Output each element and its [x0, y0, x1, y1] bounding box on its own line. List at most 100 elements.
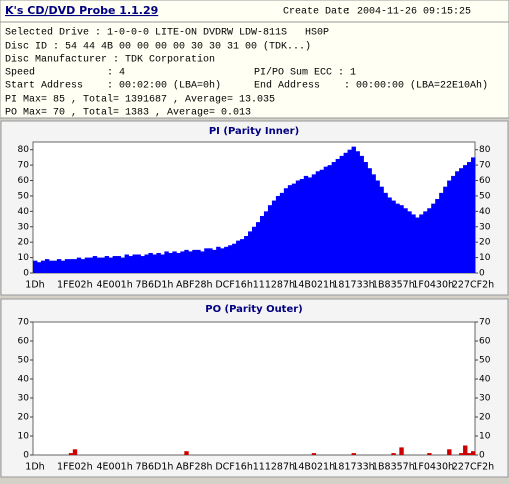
bar — [84, 257, 90, 273]
y-tick-label: 30 — [18, 222, 30, 232]
x-tick-label: 111287h — [253, 462, 295, 473]
bar — [267, 205, 273, 273]
bar — [68, 259, 74, 273]
y-tick-label: 10 — [18, 253, 30, 263]
x-tick-label: DCF16h — [215, 462, 253, 473]
bar — [327, 165, 333, 273]
bar — [200, 251, 205, 273]
bar — [196, 249, 201, 273]
info-line: PI Max= 85 , Total= 1391687 , Average= 1… — [5, 94, 275, 106]
x-tick-label: 111287h — [253, 280, 295, 291]
bar — [64, 259, 70, 273]
bar — [68, 453, 74, 455]
bar — [100, 257, 106, 273]
bar — [236, 240, 241, 273]
bar — [307, 177, 313, 273]
chart-title: PO (Parity Outer) — [205, 304, 303, 315]
x-tick-label: 1FE02h — [57, 280, 93, 291]
bar — [331, 162, 337, 273]
info-line: Disc Manufacturer : TDK Corporation — [5, 54, 215, 66]
bar — [76, 257, 82, 273]
y-tick-label-right: 10 — [479, 253, 491, 263]
y-tick-label-right: 50 — [479, 191, 491, 201]
bar — [259, 215, 265, 273]
bar — [279, 192, 285, 273]
y-tick-label-right: 60 — [479, 176, 491, 186]
bar — [36, 262, 42, 273]
bar — [156, 252, 161, 273]
y-tick-label: 60 — [18, 337, 30, 347]
info-line: Selected Drive : 1-0-0-0 LITE-ON DVDRW L… — [5, 27, 329, 39]
bar — [56, 259, 62, 273]
bar — [291, 183, 297, 273]
bar — [168, 252, 173, 273]
bar — [395, 203, 400, 273]
info-line: PO Max= 70 , Total= 1383 , Average= 0.01… — [5, 107, 251, 119]
bar — [311, 174, 317, 273]
chart-title: PI (Parity Inner) — [209, 126, 299, 137]
bar — [204, 248, 209, 273]
bar — [271, 200, 277, 273]
x-tick-label: 181733h — [332, 280, 374, 291]
x-tick-label: 1Dh — [25, 280, 44, 291]
bar — [351, 453, 356, 455]
bar — [116, 256, 122, 273]
x-tick-label: 4E001h — [97, 462, 133, 473]
app-title: K's CD/DVD Probe 1.1.29 — [5, 4, 158, 17]
bar — [471, 451, 476, 455]
info-panel — [0, 0, 509, 119]
bar — [176, 252, 181, 273]
y-tick-label: 20 — [18, 413, 30, 423]
bar — [132, 254, 137, 273]
bar — [471, 157, 476, 273]
y-tick-label-right: 20 — [479, 238, 491, 248]
bar — [88, 257, 94, 273]
bar — [108, 257, 114, 273]
bar — [48, 260, 54, 273]
x-tick-label: 14B021h — [292, 462, 335, 473]
bar — [359, 155, 364, 273]
y-tick-label-right: 40 — [479, 207, 491, 217]
bar — [40, 260, 46, 273]
bar — [419, 214, 424, 273]
x-tick-label: 7B6D1h — [135, 280, 173, 291]
bar — [299, 178, 305, 273]
y-tick-label: 80 — [18, 145, 30, 155]
y-tick-label: 30 — [18, 394, 30, 404]
bar — [232, 243, 237, 273]
y-tick-label-right: 30 — [479, 222, 491, 232]
x-tick-label: 227CF2h — [452, 462, 494, 473]
x-tick-label: 1B8357h — [372, 280, 415, 291]
y-tick-label-right: 60 — [479, 337, 491, 347]
bar — [415, 217, 420, 273]
bar — [263, 211, 269, 273]
bar — [92, 256, 98, 273]
bar — [387, 197, 392, 273]
bar — [467, 453, 472, 455]
bar — [459, 453, 464, 455]
bar — [283, 188, 289, 273]
x-tick-label: ABF28h — [176, 462, 213, 473]
bar — [212, 249, 217, 273]
bar — [208, 248, 213, 273]
y-tick-label-right: 70 — [479, 161, 491, 171]
y-tick-label: 20 — [18, 238, 30, 248]
bar — [192, 249, 197, 273]
x-tick-label: DCF16h — [215, 280, 253, 291]
bar — [323, 166, 329, 273]
bar — [347, 149, 352, 273]
bar — [152, 254, 157, 273]
bar — [403, 208, 408, 273]
bar — [311, 453, 317, 455]
x-tick-label: ABF28h — [176, 280, 213, 291]
bar — [188, 251, 193, 273]
bar — [160, 254, 165, 273]
x-tick-label: 1Dh — [25, 462, 44, 473]
x-tick-label: 1F0430h — [412, 280, 454, 291]
bar — [216, 246, 221, 273]
bar — [467, 162, 472, 273]
bar — [148, 252, 153, 273]
y-tick-label: 70 — [18, 161, 30, 171]
y-tick-label-right: 0 — [479, 269, 485, 279]
